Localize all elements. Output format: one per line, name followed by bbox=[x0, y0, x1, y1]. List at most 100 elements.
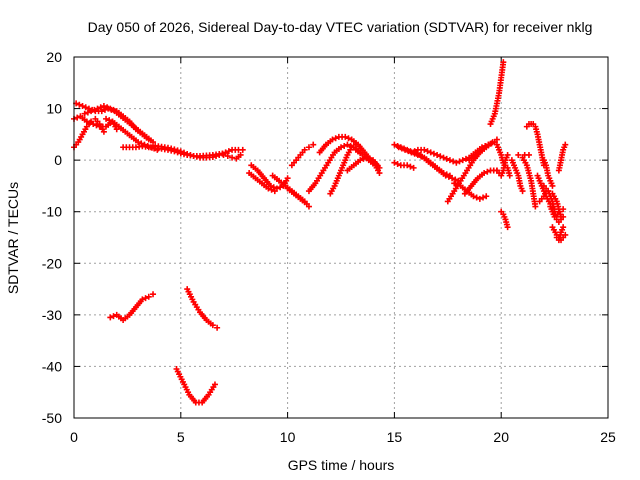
series-trace-04 bbox=[71, 115, 107, 151]
data-point-fill bbox=[110, 106, 117, 113]
data-point-fill bbox=[405, 148, 412, 155]
data-point bbox=[88, 108, 95, 115]
data-point bbox=[305, 144, 312, 151]
data-point-fill bbox=[480, 194, 487, 201]
data-point bbox=[481, 170, 488, 177]
axis-ticks bbox=[73, 56, 609, 419]
x-tick-label: 15 bbox=[387, 429, 403, 445]
data-point bbox=[81, 110, 88, 117]
x-tick-label: 0 bbox=[70, 429, 78, 445]
series-trace-26 bbox=[466, 139, 498, 164]
series-trace-29 bbox=[493, 151, 511, 179]
y-axis-label: SDTVAR / TECUs bbox=[5, 182, 21, 294]
data-point-fill bbox=[213, 153, 220, 160]
data-point bbox=[395, 144, 402, 151]
data-point bbox=[209, 322, 216, 329]
data-point bbox=[211, 381, 218, 388]
data-point bbox=[214, 324, 221, 331]
data-point bbox=[98, 108, 105, 115]
data-point-fill bbox=[452, 176, 459, 183]
data-point bbox=[239, 146, 246, 153]
data-point bbox=[94, 105, 101, 112]
data-point-fill bbox=[84, 109, 91, 116]
data-point bbox=[224, 153, 231, 160]
series-trace-42 bbox=[555, 141, 569, 174]
data-point-fill bbox=[104, 104, 111, 111]
data-point bbox=[310, 141, 317, 148]
data-point-fill bbox=[484, 168, 491, 175]
data-point bbox=[352, 141, 359, 148]
series-trace-15 bbox=[316, 133, 381, 169]
data-point-fill bbox=[345, 135, 352, 142]
data-point bbox=[504, 224, 511, 231]
data-point-fill bbox=[87, 119, 94, 126]
data-point-fill bbox=[398, 145, 405, 152]
data-point bbox=[329, 136, 336, 143]
data-point bbox=[220, 151, 227, 158]
data-point bbox=[485, 141, 492, 148]
series-trace-46 bbox=[173, 366, 218, 406]
series-trace-07 bbox=[152, 142, 246, 161]
series-trace-16 bbox=[327, 141, 359, 197]
data-point bbox=[532, 203, 539, 210]
y-tick-labels: -50 -40 -30 -20 -10 0 10 20 bbox=[42, 49, 62, 426]
y-tick-label: 10 bbox=[46, 101, 62, 117]
data-point bbox=[150, 291, 157, 298]
data-point bbox=[135, 139, 142, 146]
data-point bbox=[555, 208, 562, 215]
series-trace-31 bbox=[508, 157, 526, 195]
data-point bbox=[504, 151, 511, 158]
data-point bbox=[560, 213, 567, 220]
series-trace-12 bbox=[284, 185, 312, 210]
data-point-fill bbox=[225, 148, 232, 155]
y-tick-label: -10 bbox=[42, 204, 62, 220]
data-point bbox=[145, 293, 152, 300]
data-point-fill bbox=[91, 106, 98, 113]
data-point-fill bbox=[454, 181, 461, 188]
series-trace-32 bbox=[515, 151, 539, 210]
data-point bbox=[560, 224, 567, 231]
series-trace-33 bbox=[521, 151, 532, 158]
data-point bbox=[145, 136, 152, 143]
y-tick-label: 20 bbox=[46, 49, 62, 65]
data-point bbox=[357, 157, 364, 164]
data-point bbox=[414, 151, 421, 158]
x-tick-label: 10 bbox=[280, 429, 296, 445]
data-point bbox=[562, 141, 569, 148]
series-trace-03 bbox=[81, 102, 152, 143]
data-point bbox=[421, 146, 428, 153]
data-point bbox=[446, 172, 453, 179]
series-trace-39 bbox=[540, 157, 556, 189]
data-point-fill bbox=[456, 158, 463, 165]
data-point-fill bbox=[187, 151, 194, 158]
data-point bbox=[107, 314, 114, 321]
data-point bbox=[470, 193, 477, 200]
data-point-fill bbox=[142, 295, 149, 302]
data-point bbox=[107, 105, 114, 112]
data-point bbox=[440, 170, 447, 177]
y-tick-label: -20 bbox=[42, 255, 62, 271]
series-trace-08 bbox=[220, 151, 244, 162]
data-point bbox=[459, 157, 466, 164]
data-point bbox=[391, 141, 398, 148]
data-point bbox=[139, 296, 146, 303]
data-point-fill bbox=[106, 117, 113, 124]
data-point bbox=[410, 164, 417, 171]
data-point bbox=[271, 188, 278, 195]
series-trace-27 bbox=[487, 59, 507, 128]
data-point bbox=[301, 146, 308, 153]
series-trace-10 bbox=[246, 170, 278, 195]
data-point-fill bbox=[74, 114, 81, 121]
data-point-fill bbox=[424, 148, 431, 155]
data-point bbox=[515, 151, 522, 158]
data-point bbox=[342, 133, 349, 140]
data-point-fill bbox=[411, 148, 418, 155]
data-point-fill bbox=[450, 158, 457, 165]
data-point-fill bbox=[277, 184, 284, 191]
data-point-fill bbox=[443, 155, 450, 162]
data-point bbox=[476, 195, 483, 202]
data-point bbox=[103, 115, 110, 122]
data-point-fill bbox=[462, 155, 469, 162]
data-point bbox=[506, 172, 513, 179]
data-point-fill bbox=[341, 142, 348, 149]
